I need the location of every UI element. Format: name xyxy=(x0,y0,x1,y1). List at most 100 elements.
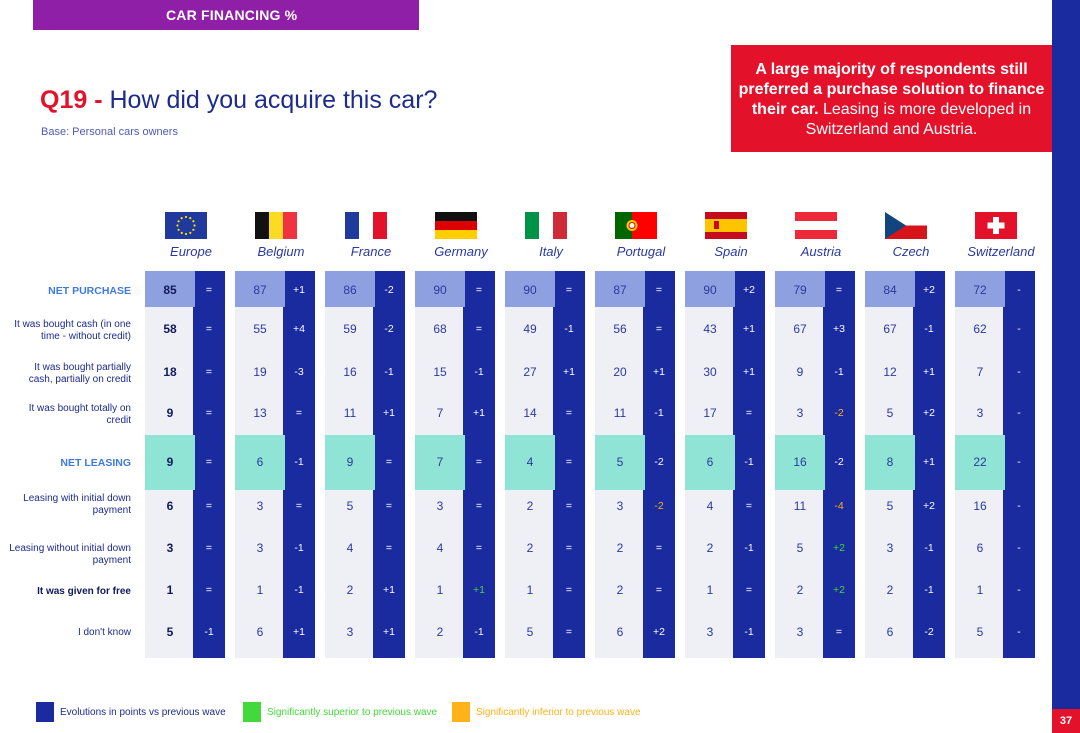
table-cell-value: 11 xyxy=(613,406,627,420)
net-leasing-band xyxy=(505,435,555,490)
table-cell-evolution: -2 xyxy=(654,500,664,512)
table-cell-evolution: = xyxy=(205,407,213,419)
table-cell-value: 84 xyxy=(883,283,897,297)
table-cell-value: 4 xyxy=(436,541,444,555)
table-cell-evolution: = xyxy=(385,456,393,468)
table-cell-evolution: +1 xyxy=(563,366,575,378)
legend-item: Significantly inferior to previous wave xyxy=(452,702,641,722)
table-cell-value: 5 xyxy=(346,499,354,513)
question-text: How did you acquire this car? xyxy=(109,86,438,114)
table-cell-value: 4 xyxy=(706,499,714,513)
table-cell-value: 9 xyxy=(166,455,174,469)
table-cell-evolution: -2 xyxy=(384,323,394,335)
net-leasing-band xyxy=(325,435,375,490)
net-purchase-band xyxy=(415,271,465,307)
table-cell-evolution: +2 xyxy=(833,542,845,554)
table-cell-value: 2 xyxy=(886,583,894,597)
table-cell-value: 22 xyxy=(973,455,987,469)
legend-label: Evolutions in points vs previous wave xyxy=(60,706,226,718)
legend-swatch xyxy=(36,702,54,722)
table-cell-evolution: = xyxy=(475,323,483,335)
table-cell-value: 2 xyxy=(706,541,714,555)
legend-swatch xyxy=(243,702,261,722)
table-cell-value: 13 xyxy=(253,406,267,420)
table-cell-value: 5 xyxy=(796,541,804,555)
table-cell-value: 15 xyxy=(433,365,447,379)
table-cell-evolution: = xyxy=(475,456,483,468)
table-cell-evolution: = xyxy=(565,500,573,512)
table-cell-value: 87 xyxy=(253,283,267,297)
table-cell-value: 1 xyxy=(706,583,714,597)
table-cell-value: 2 xyxy=(526,499,534,513)
table-cell-value: 79 xyxy=(793,283,807,297)
table-cell-evolution: = xyxy=(745,407,753,419)
table-cell-evolution: = xyxy=(205,500,213,512)
table-cell-evolution: +1 xyxy=(293,284,305,296)
net-leasing-band xyxy=(415,435,465,490)
czech-flag xyxy=(885,212,927,239)
table-cell-value: 3 xyxy=(256,499,264,513)
table-cell-value: 2 xyxy=(796,583,804,597)
table-cell-evolution: -2 xyxy=(384,284,394,296)
country-name-germany: Germany xyxy=(434,244,488,259)
table-cell-evolution: +2 xyxy=(653,626,665,638)
evolution-column-belgium xyxy=(283,271,315,658)
table-cell-value: 3 xyxy=(796,625,804,639)
table-cell-evolution: - xyxy=(1017,366,1021,378)
table-cell-evolution: -2 xyxy=(654,456,664,468)
evolution-column-austria xyxy=(823,271,855,658)
net-purchase-band xyxy=(865,271,915,307)
table-cell-value: 43 xyxy=(703,322,717,336)
table-cell-evolution: +2 xyxy=(923,500,935,512)
table-cell-value: 5 xyxy=(166,625,174,639)
evolution-column-switzerland xyxy=(1003,271,1035,658)
table-cell-evolution: +1 xyxy=(383,584,395,596)
table-cell-value: 3 xyxy=(616,499,624,513)
row-label: Leasing without initial down payment xyxy=(9,543,131,566)
table-cell-value: 3 xyxy=(346,625,354,639)
table-cell-evolution: -2 xyxy=(924,626,934,638)
table-cell-value: 86 xyxy=(343,283,357,297)
table-cell-value: 5 xyxy=(886,499,894,513)
table-cell-evolution: = xyxy=(475,500,483,512)
table-cell-value: 5 xyxy=(886,406,894,420)
table-cell-value: 3 xyxy=(796,406,804,420)
table-cell-evolution: = xyxy=(655,584,663,596)
table-cell-evolution: - xyxy=(1017,456,1021,468)
question-code: Q19 - xyxy=(40,86,103,114)
table-cell-evolution: = xyxy=(565,456,573,468)
table-cell-evolution: -1 xyxy=(384,366,394,378)
table-cell-value: 7 xyxy=(436,455,444,469)
evolution-column-spain xyxy=(733,271,765,658)
table-cell-value: 68 xyxy=(433,322,447,336)
table-cell-evolution: +1 xyxy=(473,584,485,596)
net-leasing-band xyxy=(865,435,915,490)
table-cell-evolution: - xyxy=(1017,407,1021,419)
table-cell-value: 30 xyxy=(703,365,717,379)
table-cell-value: 11 xyxy=(793,499,807,513)
country-name-italy: Italy xyxy=(539,244,563,259)
section-tab: CAR FINANCING % xyxy=(33,0,419,30)
legend-item: Significantly superior to previous wave xyxy=(243,702,437,722)
country-name-spain: Spain xyxy=(714,244,748,259)
table-cell-value: 2 xyxy=(346,583,354,597)
table-cell-evolution: -1 xyxy=(744,542,754,554)
table-cell-value: 7 xyxy=(436,406,444,420)
table-cell-evolution: = xyxy=(565,626,573,638)
france-flag xyxy=(345,212,387,239)
table-cell-value: 19 xyxy=(253,365,267,379)
table-cell-value: 55 xyxy=(253,322,267,336)
table-cell-value: 3 xyxy=(256,541,264,555)
table-cell-value: 67 xyxy=(793,322,807,336)
table-cell-value: 12 xyxy=(883,365,897,379)
table-cell-value: 7 xyxy=(976,365,984,379)
table-cell-evolution: = xyxy=(565,284,573,296)
table-cell-value: 17 xyxy=(703,406,717,420)
switzerland-flag xyxy=(975,212,1017,239)
table-cell-evolution: -1 xyxy=(834,366,844,378)
table-cell-evolution: = xyxy=(295,407,303,419)
table-cell-evolution: +2 xyxy=(743,284,755,296)
country-name-france: France xyxy=(350,244,392,259)
table-cell-evolution: -1 xyxy=(294,456,304,468)
table-cell-evolution: = xyxy=(205,323,213,335)
